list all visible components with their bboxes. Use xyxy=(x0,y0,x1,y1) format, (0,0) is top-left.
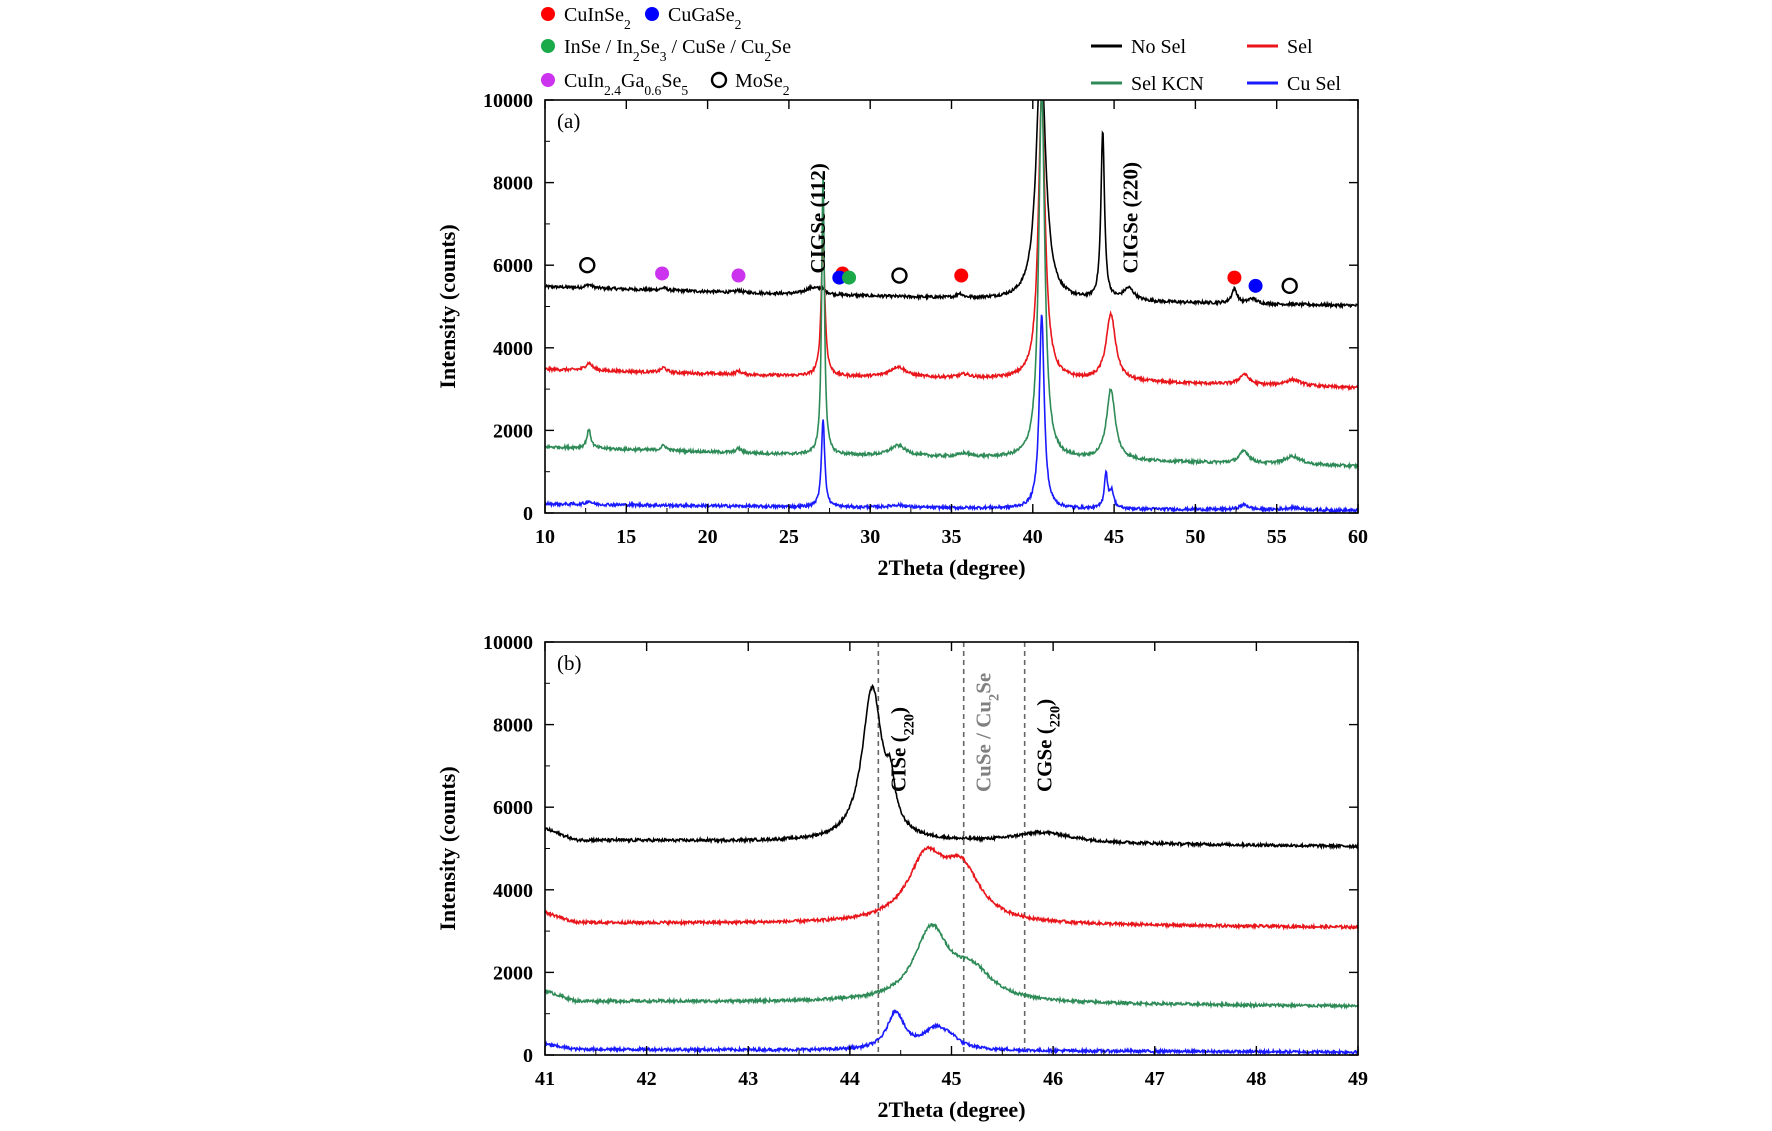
phase-marker-filled xyxy=(1248,278,1263,293)
x-tick-label: 44 xyxy=(840,1068,860,1090)
x-tick-label: 30 xyxy=(860,526,880,548)
legend-symbol-filled xyxy=(541,39,555,53)
y-tick-label: 8000 xyxy=(493,715,533,737)
x-tick-label: 45 xyxy=(942,1068,962,1090)
x-axis-title: 2Theta (degree) xyxy=(877,555,1025,580)
legend-series-label: Cu Sel xyxy=(1287,73,1341,95)
y-tick-label: 6000 xyxy=(493,255,533,277)
legend-label: CuIn2.4Ga0.6Se5 xyxy=(564,70,688,98)
y-tick-label: 4000 xyxy=(493,338,533,360)
reference-line-label: CuSe / Cu2Se xyxy=(972,673,1003,792)
phase-marker-filled xyxy=(842,270,857,285)
legend-symbol-filled xyxy=(541,7,555,21)
x-tick-label: 49 xyxy=(1348,1068,1368,1090)
y-tick-label: 4000 xyxy=(493,880,533,902)
x-tick-label: 35 xyxy=(942,526,962,548)
plot-frame xyxy=(544,99,1359,514)
x-tick-label: 48 xyxy=(1246,1068,1266,1090)
y-tick-label: 0 xyxy=(523,1045,533,1067)
peak-label: CIGSe (112) xyxy=(806,163,830,273)
x-tick-label: 10 xyxy=(535,526,555,548)
y-tick-label: 10000 xyxy=(483,90,533,112)
y-tick-label: 6000 xyxy=(493,797,533,819)
x-tick-label: 55 xyxy=(1267,526,1287,548)
phase-marker-open xyxy=(891,267,908,284)
legend-series-label: Sel KCN xyxy=(1131,73,1204,95)
phase-marker-filled xyxy=(731,268,746,283)
x-tick-label: 50 xyxy=(1185,526,1205,548)
series-line-cu-sel xyxy=(545,314,1358,513)
panel-a-chart: 10 15 20 25 30 35 40 45 50 55 60 0 2000 4000 6000 8000 1… xyxy=(435,90,1368,580)
legend-label: CuInSe2 xyxy=(564,4,631,32)
y-axis-title: Intensity (counts) xyxy=(435,766,460,930)
panel-b-chart: 41 42 43 44 45 46 47 48 49 0 2000 4000 6000 8000 10000… xyxy=(435,632,1368,1122)
y-tick-label: 0 xyxy=(523,503,533,525)
x-axis-title: 2Theta (degree) xyxy=(877,1097,1025,1122)
x-tick-label: 60 xyxy=(1348,526,1368,548)
legend-symbol-filled xyxy=(645,7,659,21)
legend-symbol-open xyxy=(710,71,728,89)
series-line-no-sel xyxy=(545,683,1358,851)
phase-marker-filled xyxy=(655,266,670,281)
x-tick-label: 42 xyxy=(637,1068,657,1090)
phase-marker-filled xyxy=(832,270,847,285)
series-line-no-sel xyxy=(545,100,1358,310)
x-tick-label: 41 xyxy=(535,1068,555,1090)
series-line-sel-kcn xyxy=(545,100,1358,471)
y-tick-label: 2000 xyxy=(493,962,533,984)
panel-label: (a) xyxy=(557,109,580,133)
x-tick-label: 47 xyxy=(1145,1068,1165,1090)
series-line-sel-kcn xyxy=(545,922,1358,1010)
legend-label: InSe / In2Se3 / CuSe / Cu2Se xyxy=(564,36,791,64)
y-tick-label: 10000 xyxy=(483,632,533,654)
legend-series-label: No Sel xyxy=(1131,36,1186,58)
legend-series-label: Sel xyxy=(1287,36,1313,58)
phase-marker-open xyxy=(579,257,596,274)
phase-marker-open xyxy=(1281,277,1298,295)
x-tick-label: 20 xyxy=(698,526,718,548)
panel-label: (b) xyxy=(557,651,582,675)
x-tick-label: 46 xyxy=(1043,1068,1063,1090)
y-tick-label: 8000 xyxy=(493,173,533,195)
phase-marker-filled xyxy=(954,268,969,283)
x-tick-label: 25 xyxy=(779,526,799,548)
reference-line-label: CISe (220) xyxy=(886,707,917,792)
plot-frame xyxy=(544,641,1359,1056)
legend-label: MoSe2 xyxy=(735,70,790,98)
x-tick-label: 43 xyxy=(738,1068,758,1090)
series-line-cu-sel xyxy=(545,1009,1358,1055)
x-tick-label: 40 xyxy=(1023,526,1043,548)
y-axis-title: Intensity (counts) xyxy=(435,224,460,388)
y-tick-label: 2000 xyxy=(493,420,533,442)
x-tick-label: 15 xyxy=(616,526,636,548)
series-line-sel xyxy=(545,845,1358,931)
legend-label: CuGaSe2 xyxy=(668,4,742,32)
series-line-sel xyxy=(545,100,1358,392)
peak-label: CIGSe (220) xyxy=(1118,162,1142,273)
reference-line-label: CGSe (220) xyxy=(1033,699,1064,792)
legend: CuInSe2 CuGaSe2 InSe / In2Se3 / CuSe / Cu2… xyxy=(541,4,1341,98)
x-tick-label: 45 xyxy=(1104,526,1124,548)
phase-marker-filled xyxy=(1227,270,1242,285)
legend-symbol-filled xyxy=(541,73,555,87)
